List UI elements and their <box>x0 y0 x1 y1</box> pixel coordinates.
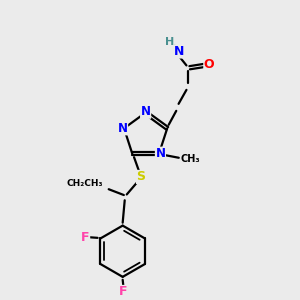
Text: F: F <box>119 286 128 298</box>
Text: H: H <box>165 37 174 47</box>
Text: CH₃: CH₃ <box>181 154 200 164</box>
Text: CH₂CH₃: CH₂CH₃ <box>67 179 104 188</box>
Text: N: N <box>155 147 165 160</box>
Text: S: S <box>136 170 146 184</box>
Text: N: N <box>118 122 128 135</box>
Text: N: N <box>174 45 184 58</box>
Text: N: N <box>141 105 151 118</box>
Text: O: O <box>204 58 214 71</box>
Text: F: F <box>81 231 90 244</box>
